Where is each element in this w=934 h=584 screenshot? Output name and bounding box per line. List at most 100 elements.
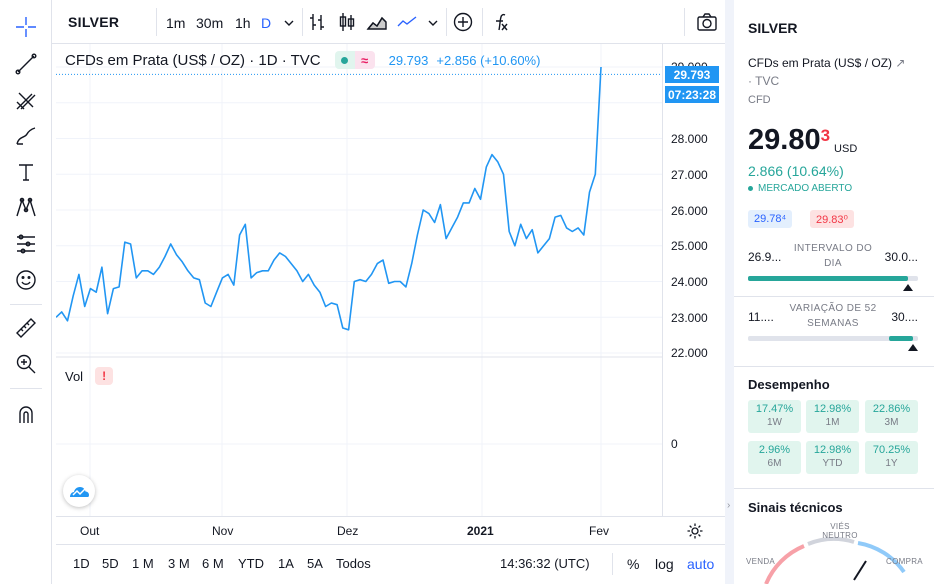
performance-period: YTD [822,458,843,469]
panel-change: 2.866 (10.64%) [748,163,844,179]
performance-cell[interactable]: 17.47% 1W [748,400,801,433]
performance-cell[interactable]: 2.96% 6M [748,441,801,474]
week52-range-bar [748,336,918,341]
interval-1m[interactable]: 1m [166,15,186,31]
log-toggle[interactable]: log [655,556,674,572]
range-all[interactable]: Todos [336,556,371,571]
price-tick: 28.000 [671,132,708,146]
range-3m[interactable]: 3 M [168,556,190,571]
range-ytd[interactable]: YTD [238,556,264,571]
performance-value: 2.96% [758,444,791,456]
performance-value: 17.47% [755,403,794,415]
last-price-label: 29.793 [665,66,719,83]
technical-signals-title: Sinais técnicos [748,500,843,515]
price-tick: 22.000 [671,346,708,360]
week52-range-fill [889,336,913,341]
market-status-indicator[interactable]: ≈ [334,51,375,69]
range-1a[interactable]: 1A [278,556,294,571]
toolbar-divider [482,8,483,36]
text-icon[interactable] [11,157,41,187]
day-range-marker [902,284,913,291]
camera-icon[interactable] [696,11,718,33]
toolbar-divider [446,8,447,36]
panel-resize-handle[interactable]: › [725,0,734,584]
pitchfork-icon[interactable] [11,85,41,115]
gauge-neutral-label: VIÉS NEUTRO [822,522,858,540]
performance-value: 22.86% [872,403,911,415]
gauge-sell-label: VENDA [746,557,776,566]
range-6m[interactable]: 6 M [202,556,224,571]
market-open-dot-icon [334,51,355,69]
interval-30m[interactable]: 30m [196,15,224,31]
zoom-in-icon[interactable] [11,349,41,379]
forecast-icon[interactable] [11,229,41,259]
panel-symbol[interactable]: SILVER [748,20,798,36]
instrument-name: CFDs em Prata (US$ / OZ) [748,56,893,70]
utc-clock[interactable]: 14:36:32 (UTC) [500,556,590,571]
compare-add-icon[interactable] [452,11,474,33]
performance-value: 12.98% [813,403,852,415]
performance-cell[interactable]: 70.25% 1Y [865,441,918,474]
chart-legend: CFDs em Prata (US$ / OZ) · 1D · TVC ≈ 29… [65,51,540,69]
toolbar-divider [156,8,157,36]
range-5a[interactable]: 5A [307,556,323,571]
external-link-icon[interactable]: ↗ [895,56,906,70]
indicators-fx-icon[interactable] [490,11,512,33]
time-axis[interactable]: Out Nov Dez 2021 Fev [56,516,725,544]
line-chart-icon[interactable] [396,11,418,33]
magnet-icon[interactable] [11,399,41,429]
volume-zero-tick: 0 [671,437,678,451]
chevron-down-icon[interactable] [278,12,300,34]
week52-range-high: 30.... [891,310,918,324]
range-1d[interactable]: 1D [73,556,90,571]
performance-period: 6M [767,458,782,469]
crosshair-icon[interactable] [11,12,41,42]
emoji-icon[interactable] [11,265,41,295]
price-sup-digit: 3 [820,126,831,145]
interval-1h[interactable]: 1h [235,15,251,31]
performance-cell[interactable]: 12.98% YTD [806,441,859,474]
brush-icon[interactable] [11,121,41,151]
performance-value: 12.98% [813,444,852,456]
price-chart[interactable] [56,44,662,516]
gear-icon[interactable] [686,522,704,545]
candles-icon[interactable] [336,11,358,33]
area-chart-icon[interactable] [366,11,388,33]
time-tick: Fev [589,524,610,538]
price-series-line [56,66,602,331]
legend-title: CFDs em Prata (US$ / OZ) · 1D · TVC [65,51,321,69]
percent-toggle[interactable]: % [627,556,640,572]
instrument-exchange: · TVC [748,74,780,88]
instrument-type: CFD [748,94,771,106]
price-scale[interactable]: 29.000 28.000 27.000 26.000 25.000 24.00… [662,44,725,516]
pattern-icon[interactable] [11,193,41,223]
data-delay-wave-icon: ≈ [354,51,375,69]
interval-d[interactable]: D [261,15,272,31]
chevron-down-icon[interactable] [422,12,444,34]
volume-warning-icon[interactable]: ! [95,367,114,385]
bars-icon[interactable] [306,11,328,33]
top-toolbar: SILVER 1m 30m 1h D [52,0,725,44]
performance-period: 1W [767,417,782,428]
bottom-toolbar: 1D 5D 1 M 3 M 6 M YTD 1A 5A Todos 14:36:… [56,544,725,584]
auto-toggle[interactable]: auto [687,556,715,572]
panel-price: 29.80 3 USD [748,124,857,157]
performance-cell[interactable]: 12.98% 1M [806,400,859,433]
chart-pane[interactable] [56,44,662,516]
ruler-icon[interactable] [11,313,41,343]
performance-period: 1M [825,417,840,428]
tradingview-logo-icon[interactable] [63,475,95,507]
price-main: 29.80 [748,124,821,156]
panel-instrument-name[interactable]: CFDs em Prata (US$ / OZ) ↗ · TVC [748,54,928,90]
toolbar-divider [302,8,303,36]
range-1m[interactable]: 1 M [132,556,154,571]
trend-line-icon[interactable] [11,49,41,79]
symbol-search[interactable]: SILVER [68,14,120,30]
technical-gauge[interactable] [754,536,924,584]
panel-divider [734,488,934,489]
toolbar-divider [10,388,42,389]
performance-cell[interactable]: 22.86% 3M [865,400,918,433]
collapse-chevron-icon[interactable]: › [727,500,731,511]
panel-divider [734,366,934,367]
range-5d[interactable]: 5D [102,556,119,571]
